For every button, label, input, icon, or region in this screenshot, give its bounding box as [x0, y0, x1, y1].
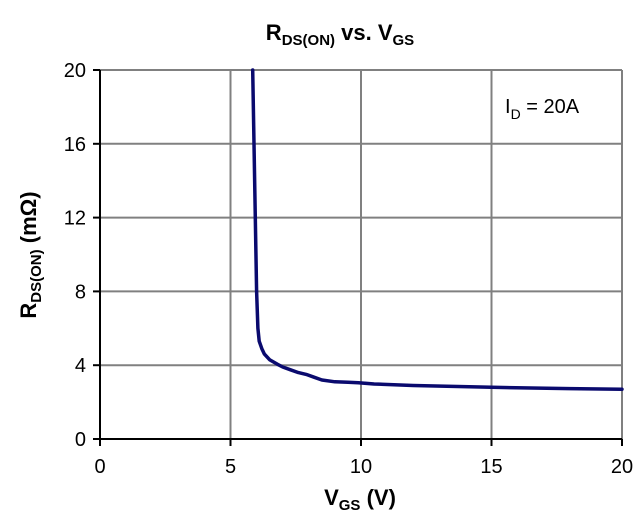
y-tick-label: 8 — [75, 281, 86, 303]
grid — [100, 69, 623, 439]
axes — [93, 69, 623, 446]
x-axis-label: VGS (V) — [324, 485, 396, 514]
y-tick-labels: 0 4 8 12 16 20 — [64, 60, 86, 451]
y-tick-label: 20 — [64, 60, 86, 82]
y-tick-label: 4 — [75, 355, 86, 377]
series-group — [250, 68, 624, 391]
x-tick-label: 0 — [94, 456, 105, 478]
annotation-id: ID = 20A — [505, 96, 580, 122]
y-tick-label: 0 — [75, 429, 86, 451]
x-tick-labels: 0 5 10 15 20 — [94, 456, 633, 478]
x-tick-label: 5 — [225, 456, 236, 478]
y-tick-label: 16 — [64, 134, 86, 156]
series-line — [250, 68, 624, 391]
x-tick-label: 10 — [350, 456, 372, 478]
x-tick-label: 15 — [480, 456, 502, 478]
y-axis-label: RDS(ON) (mΩ) — [16, 191, 45, 318]
chart-title: RDS(ON) vs. VGS — [266, 20, 414, 49]
x-tick-label: 20 — [611, 456, 633, 478]
y-tick-label: 12 — [64, 208, 86, 230]
